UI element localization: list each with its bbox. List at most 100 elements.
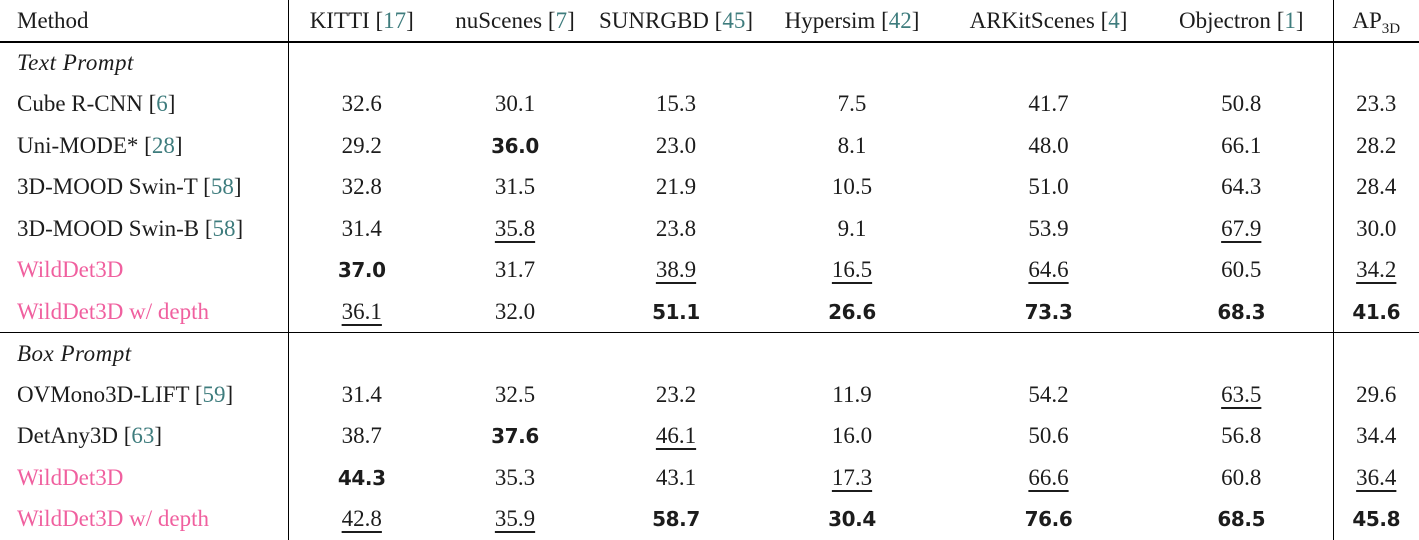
table-row: OVMono3D-LIFT [59] 31.4 32.5 23.2 11.9 54.2 63… <box>0 374 1419 416</box>
metric-cell: 34.2 <box>1332 249 1419 291</box>
metric-cell: 32.5 <box>435 374 595 416</box>
citation-link[interactable]: [63] <box>123 423 163 449</box>
metric-value: 9.1 <box>837 215 867 241</box>
ap-header-cell: AP3D <box>1332 0 1419 43</box>
metric-cell: 43.1 <box>595 457 757 499</box>
ap3d-label: AP <box>1352 7 1382 33</box>
metric-cell: 17.3 <box>757 457 947 499</box>
method-name: DetAny3D <box>17 423 118 449</box>
metric-cell: 66.6 <box>947 457 1150 499</box>
metric-cell: 31.7 <box>435 250 595 292</box>
citation-link[interactable]: [7] <box>547 7 575 33</box>
metric-cell: 66.1 <box>1150 125 1333 167</box>
method-cell: DetAny3D [63] <box>0 416 288 458</box>
method-name: 3D-MOOD Swin-T <box>17 174 198 200</box>
metric-value: 60.5 <box>1221 257 1262 283</box>
citation-link[interactable]: [45] <box>714 7 753 33</box>
metric-cell: 68.3 <box>1150 291 1333 333</box>
empty-cell <box>595 332 757 374</box>
dataset-name: nuScenes <box>455 7 543 33</box>
metric-value: 29.2 <box>341 132 382 158</box>
citation-link[interactable]: [58] <box>203 174 242 200</box>
metric-cell: 31.4 <box>287 374 435 416</box>
metric-value: 23.2 <box>655 381 697 407</box>
empty-cell <box>287 42 435 84</box>
metric-value: 50.8 <box>1221 91 1262 117</box>
metric-value: 64.3 <box>1221 174 1262 200</box>
table-row: DetAny3D [63] 38.7 37.6 46.1 16.0 50.6 56.8 34.… <box>0 415 1419 458</box>
metric-value: 28.2 <box>1356 132 1397 158</box>
citation-link[interactable]: [59] <box>194 381 234 407</box>
metric-cell: 34.4 <box>1332 415 1419 457</box>
metric-value: 36.1 <box>341 298 382 324</box>
metric-value: 56.8 <box>1221 423 1262 449</box>
empty-cell <box>1332 332 1419 374</box>
dataset-name: SUNRGBD <box>598 7 709 33</box>
table-row: Uni-MODE* [28] 29.2 36.0 23.0 8.1 48.0 66.1 28.… <box>0 125 1419 167</box>
metric-value: 8.1 <box>837 132 867 158</box>
dataset-name: Hypersim <box>784 7 876 33</box>
metric-cell: 15.3 <box>595 84 757 126</box>
metric-cell: 38.7 <box>287 415 435 457</box>
citation-link[interactable]: [4] <box>1100 7 1128 33</box>
metric-value: 63.5 <box>1221 381 1262 407</box>
metric-value: 30.0 <box>1356 215 1397 241</box>
metric-cell: 50.6 <box>947 416 1150 458</box>
citation-link[interactable]: [42] <box>881 7 920 33</box>
table-row: WildDet3D w/ depth 42.8 35.9 58.7 30.4 76.6 68… <box>0 498 1419 540</box>
metric-value: 36.0 <box>491 133 539 158</box>
metric-value: 26.6 <box>828 299 876 324</box>
metric-cell: 44.3 <box>287 457 435 499</box>
metric-cell: 35.3 <box>435 457 595 499</box>
method-cell: 3D-MOOD Swin-T [58] <box>0 167 288 209</box>
metric-cell: 30.0 <box>1332 208 1419 250</box>
metric-cell: 41.7 <box>947 84 1150 126</box>
empty-cell <box>947 332 1150 374</box>
empty-cell <box>757 332 947 374</box>
metric-cell: 23.3 <box>1332 83 1419 125</box>
citation-link[interactable]: [1] <box>1276 7 1304 33</box>
method-cell: 3D-MOOD Swin-B [58] <box>0 208 288 250</box>
table-row: WildDet3D w/ depth 36.1 32.0 51.1 26.6 73.3 68… <box>0 291 1419 333</box>
method-name: WildDet3D w/ depth <box>17 506 209 532</box>
metric-value: 23.0 <box>655 132 697 158</box>
table-row: 3D-MOOD Swin-B [58] 31.4 35.8 23.8 9.1 53.9 67… <box>0 208 1419 250</box>
metric-value: 50.6 <box>1028 423 1069 449</box>
metric-cell: 32.0 <box>435 291 595 333</box>
table-row: 3D-MOOD Swin-T [58] 32.8 31.5 21.9 10.5 51.0 6… <box>0 166 1419 209</box>
citation-link[interactable]: [17] <box>375 7 414 33</box>
metric-cell: 48.0 <box>947 125 1150 167</box>
method-name: Cube R-CNN <box>17 91 143 117</box>
metric-cell: 67.9 <box>1150 208 1333 250</box>
column-header-method: Method <box>0 0 288 43</box>
metric-value: 35.8 <box>494 215 536 241</box>
empty-cell <box>435 332 595 374</box>
metric-cell: 38.9 <box>595 250 757 292</box>
metric-value: 51.1 <box>652 299 700 324</box>
metric-cell: 36.4 <box>1332 457 1419 499</box>
citation-link[interactable]: [58] <box>204 215 244 241</box>
metric-value: 38.9 <box>655 257 697 283</box>
metric-cell: 32.6 <box>287 83 435 125</box>
method-cell: WildDet3D w/ depth <box>0 499 288 540</box>
citation-link[interactable]: [6] <box>148 91 176 117</box>
metric-value: 60.8 <box>1221 464 1262 490</box>
metric-cell: 41.6 <box>1332 291 1419 333</box>
method-name: WildDet3D w/ depth <box>17 298 209 324</box>
empty-cell <box>757 42 947 84</box>
metric-cell: 37.6 <box>435 416 595 458</box>
metric-value: 30.1 <box>494 91 536 117</box>
citation-link[interactable]: [28] <box>144 132 183 158</box>
section-title: Text Prompt <box>17 50 134 76</box>
method-cell: WildDet3D w/ depth <box>0 291 288 333</box>
column-header-arkitscenes: ARKitScenes [4] <box>947 0 1150 43</box>
metric-cell: 29.2 <box>287 125 435 167</box>
metric-value: 15.3 <box>655 91 697 117</box>
metric-cell: 45.8 <box>1332 498 1419 540</box>
empty-cell <box>1332 42 1419 84</box>
metric-cell: 8.1 <box>757 125 947 167</box>
metric-value: 32.8 <box>341 174 382 200</box>
metric-cell: 21.9 <box>595 167 757 209</box>
metric-cell: 64.6 <box>947 250 1150 292</box>
metric-cell: 23.8 <box>595 208 757 250</box>
